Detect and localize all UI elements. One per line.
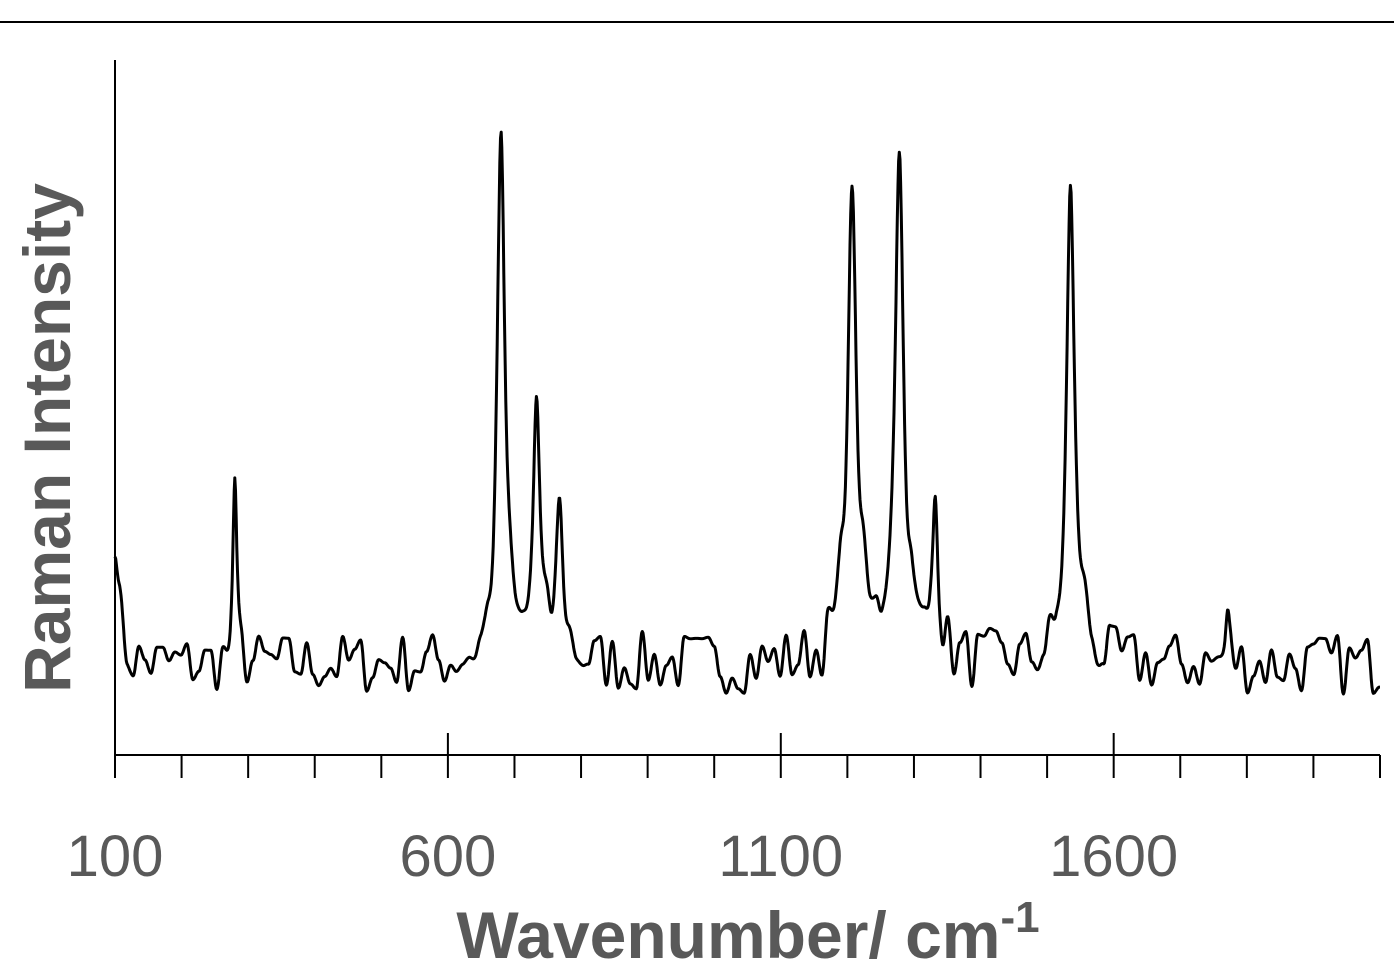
x-axis-tick-labels: 100 600 1100 1600 [67,824,1179,889]
x-tick-label: 600 [400,824,497,889]
x-axis-title-superscript: -1 [1000,893,1039,942]
x-tick-label: 1600 [1049,824,1178,889]
x-axis-title: Wavenumber/ cm-1 [456,893,1039,968]
x-axis-ticks [114,733,1381,778]
spectrum-line [113,130,1381,696]
plot-area [113,130,1381,696]
y-axis-title: Raman Intensity [10,183,84,693]
x-tick-label: 1100 [718,824,843,889]
x-tick-label: 100 [67,824,164,889]
x-axis-title-text: Wavenumber/ cm [456,898,1000,968]
